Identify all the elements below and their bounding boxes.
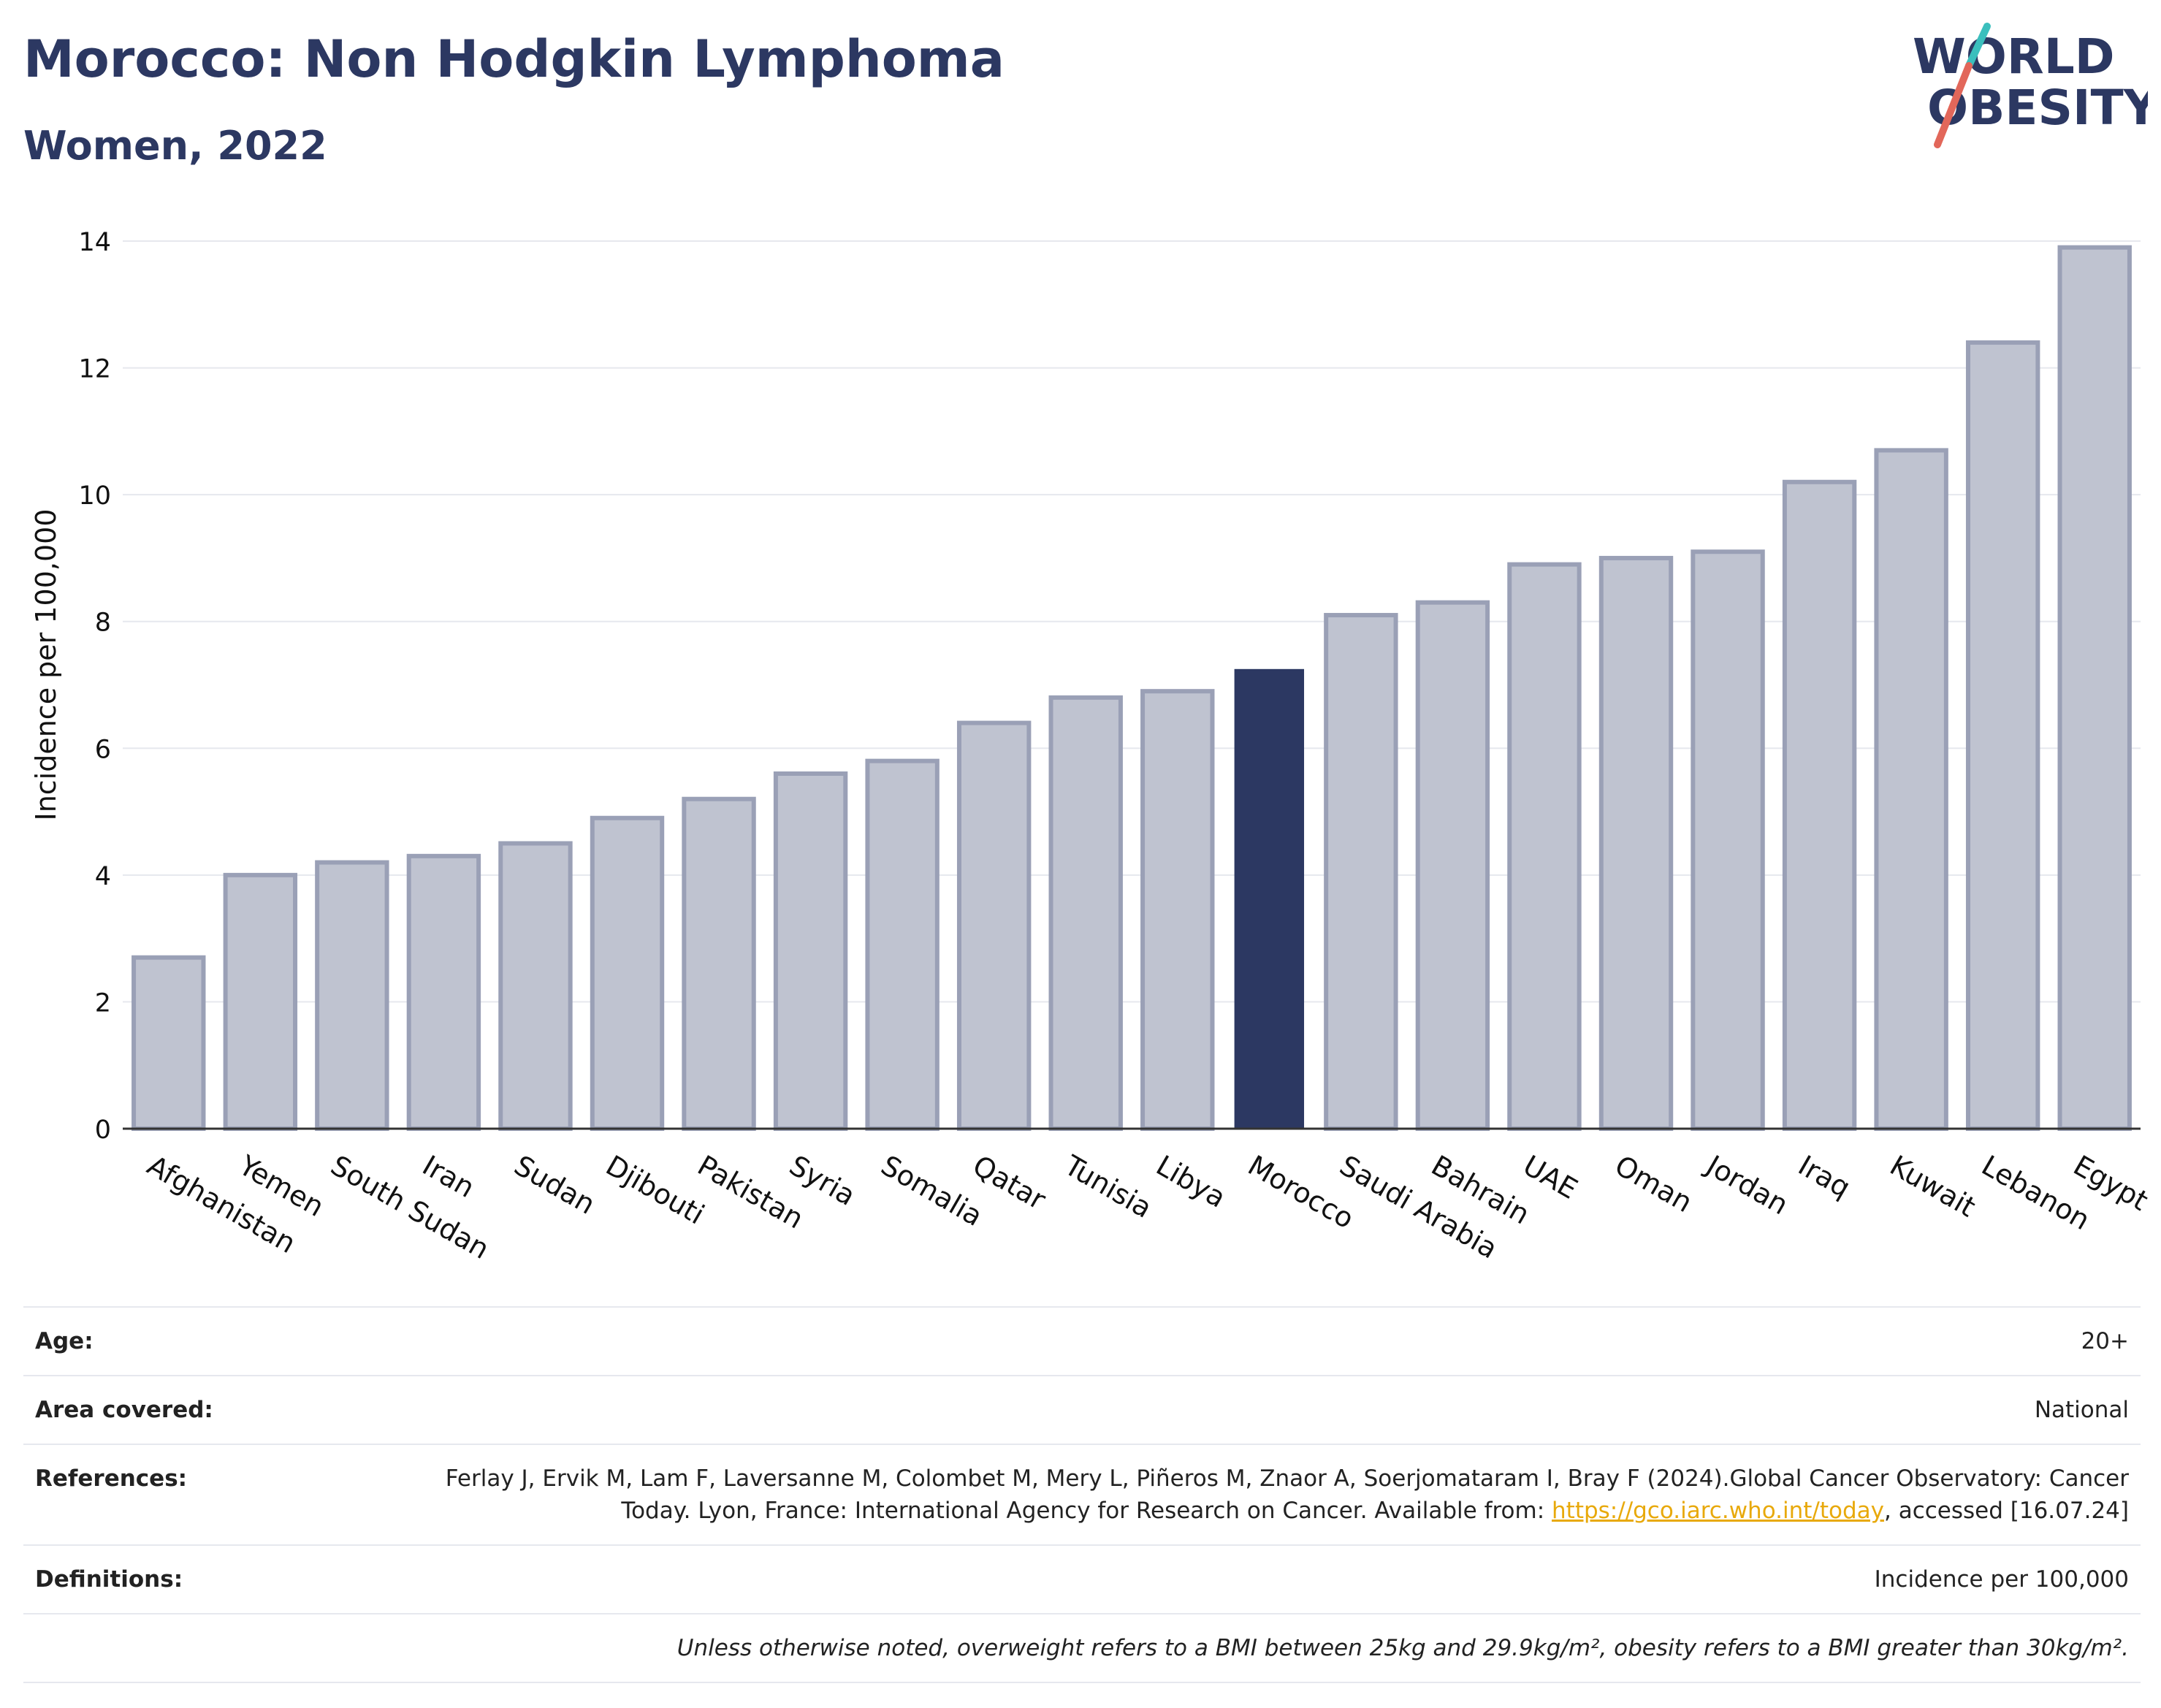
references-text: Ferlay J, Ervik M, Lam F, Laversanne M, …: [445, 1465, 2129, 1524]
bar-iraq: [1782, 479, 1857, 1131]
x-tick-label: Pakistan: [693, 1149, 809, 1235]
logo-line-1: WORLD: [1913, 28, 2115, 85]
bar-bahrain: [1415, 600, 1490, 1131]
info-row-age: Age: 20+: [23, 1306, 2141, 1376]
bar-pakistan: [682, 796, 756, 1131]
y-tick-labels: 0 2 4 6 8 10 12 14: [78, 228, 111, 1145]
bar-djibouti: [590, 815, 665, 1131]
bar-oman: [1598, 555, 1674, 1131]
bar-libya: [1140, 689, 1215, 1131]
x-tick-label: Jordan: [1700, 1148, 1794, 1221]
y-tick-label: 8: [95, 609, 111, 638]
bar-south-sudan: [315, 860, 389, 1131]
x-tick-label: Saudi Arabia: [1334, 1149, 1503, 1265]
references-accessed: , accessed [16.07.24]: [1883, 1498, 2129, 1524]
info-table: Age: 20+ Area covered: National Referenc…: [23, 1306, 2141, 1683]
bar-yemen: [223, 872, 298, 1132]
info-row-note: Unless otherwise noted, overweight refer…: [23, 1613, 2141, 1683]
definitions-value: Incidence per 100,000: [427, 1544, 2141, 1614]
x-tick-label: Oman: [1609, 1149, 1698, 1219]
y-tick-label: 12: [78, 355, 111, 384]
bar-tunisia: [1048, 695, 1123, 1131]
bmi-note: Unless otherwise noted, overweight refer…: [23, 1613, 2141, 1683]
references-label: References:: [23, 1444, 427, 1546]
x-tick-label: Somalia: [876, 1149, 988, 1232]
bar-lebanon: [1965, 340, 2040, 1131]
y-tick-label: 10: [78, 481, 111, 511]
info-row-area: Area covered: National: [23, 1375, 2141, 1445]
logo-line-2: OBESITY: [1927, 80, 2148, 136]
bar-iran: [406, 853, 481, 1131]
bars: [132, 245, 2132, 1132]
x-tick-label: Libya: [1151, 1149, 1231, 1214]
definitions-label: Definitions:: [23, 1544, 427, 1614]
area-label: Area covered:: [23, 1375, 427, 1445]
x-tick-label: South Sudan: [325, 1149, 495, 1265]
y-tick-label: 0: [95, 1116, 111, 1145]
y-axis-label: Incidence per 100,000: [30, 508, 62, 820]
y-tick-label: 6: [95, 735, 111, 764]
y-tick-label: 2: [95, 988, 111, 1018]
age-label: Age:: [23, 1306, 427, 1376]
x-tick-label: UAE: [1517, 1149, 1582, 1205]
page-subtitle: Women, 2022: [23, 123, 327, 169]
info-row-references: References: Ferlay J, Ervik M, Lam F, La…: [23, 1444, 2141, 1546]
bar-sudan: [498, 841, 573, 1131]
x-tick-label: Kuwait: [1885, 1149, 1981, 1224]
page-title: Morocco: Non Hodgkin Lymphoma: [23, 29, 1005, 89]
bar-jordan: [1691, 549, 1765, 1131]
references-value: Ferlay J, Ervik M, Lam F, Laversanne M, …: [427, 1444, 2141, 1546]
bar-qatar: [956, 720, 1032, 1131]
bar-afghanistan: [132, 955, 206, 1132]
bar-saudi-arabia: [1324, 613, 1398, 1131]
bar-syria: [773, 771, 848, 1131]
x-tick-label: Morocco: [1243, 1149, 1360, 1235]
area-value: National: [427, 1375, 2141, 1445]
bar-morocco: [1234, 668, 1305, 1129]
logo-slash-teal: [1965, 23, 1991, 69]
bar-kuwait: [1874, 448, 1948, 1131]
y-tick-label: 4: [95, 862, 111, 891]
x-tick-label: Djibouti: [601, 1149, 710, 1231]
references-link[interactable]: https://gco.iarc.who.int/today: [1552, 1498, 1884, 1524]
x-tick-label: Iran: [417, 1149, 480, 1204]
world-obesity-logo: WORLD OBESITY: [1913, 23, 2148, 148]
age-value: 20+: [427, 1306, 2141, 1376]
bar-uae: [1507, 562, 1582, 1131]
bar-somalia: [865, 758, 940, 1131]
x-tick-label: Sudan: [508, 1149, 601, 1221]
logo-slash-red: [1934, 62, 1973, 148]
bar-egypt: [2057, 245, 2132, 1131]
y-tick-label: 14: [78, 228, 111, 257]
x-tick-label: Iraq: [1793, 1149, 1856, 1204]
x-tick-label: Tunisia: [1059, 1148, 1157, 1224]
info-row-definitions: Definitions: Incidence per 100,000: [23, 1544, 2141, 1614]
